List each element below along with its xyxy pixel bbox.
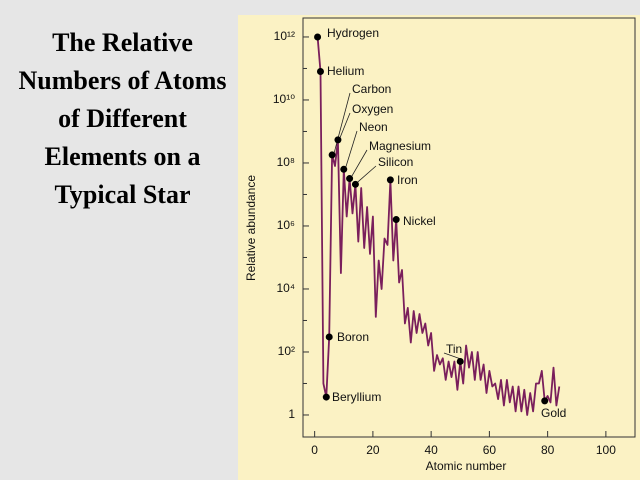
element-label: Neon: [359, 120, 388, 134]
abundance-line: [316, 36, 561, 416]
y-tick-label: 10⁶: [277, 218, 295, 232]
element-point: [334, 136, 342, 144]
y-tick-label: 10⁸: [277, 155, 295, 169]
leader-line: [339, 112, 351, 139]
slide-title: The Relative Numbers of Atoms of Differe…: [18, 28, 227, 209]
element-label: Iron: [397, 173, 418, 187]
element-point: [325, 333, 333, 341]
element-point: [314, 33, 322, 41]
y-tick-label: 1: [288, 407, 295, 421]
element-point: [351, 180, 359, 188]
element-label: Oxygen: [352, 102, 393, 116]
element-point: [386, 176, 394, 184]
element-point: [541, 397, 549, 405]
element-point: [340, 165, 348, 173]
element-point: [316, 68, 324, 76]
y-tick-label: 10¹⁰: [273, 92, 295, 106]
element-label: Silicon: [378, 155, 413, 169]
element-label: Boron: [337, 330, 369, 344]
element-point: [322, 393, 330, 401]
element-point: [392, 216, 400, 224]
element-label: Beryllium: [332, 390, 381, 404]
y-axis-label: Relative abundance: [244, 175, 258, 281]
x-tick-label: 80: [541, 443, 555, 457]
x-axis-label: Atomic number: [426, 459, 507, 473]
element-label: Nickel: [403, 214, 436, 228]
x-tick-label: 20: [366, 443, 380, 457]
x-tick-label: 0: [311, 443, 318, 457]
y-tick-label: 10¹²: [274, 29, 295, 43]
y-tick-label: 10⁴: [276, 281, 295, 295]
element-point: [456, 357, 464, 365]
element-label: Tin: [446, 342, 462, 356]
element-label: Magnesium: [369, 139, 431, 153]
element-label: Carbon: [352, 82, 391, 96]
chart-panel: [238, 15, 640, 480]
plot-frame: [302, 17, 636, 438]
leader-line: [357, 165, 377, 183]
leader-line: [345, 130, 358, 168]
element-point: [346, 175, 354, 183]
element-label: Helium: [327, 64, 364, 78]
y-tick-label: 10²: [278, 344, 295, 358]
x-tick-label: 100: [596, 443, 616, 457]
element-label: Gold: [541, 406, 566, 420]
element-label: Hydrogen: [327, 26, 379, 40]
x-tick-label: 40: [424, 443, 438, 457]
element-point: [328, 151, 336, 159]
leader-line: [351, 149, 368, 177]
x-tick-label: 60: [483, 443, 497, 457]
